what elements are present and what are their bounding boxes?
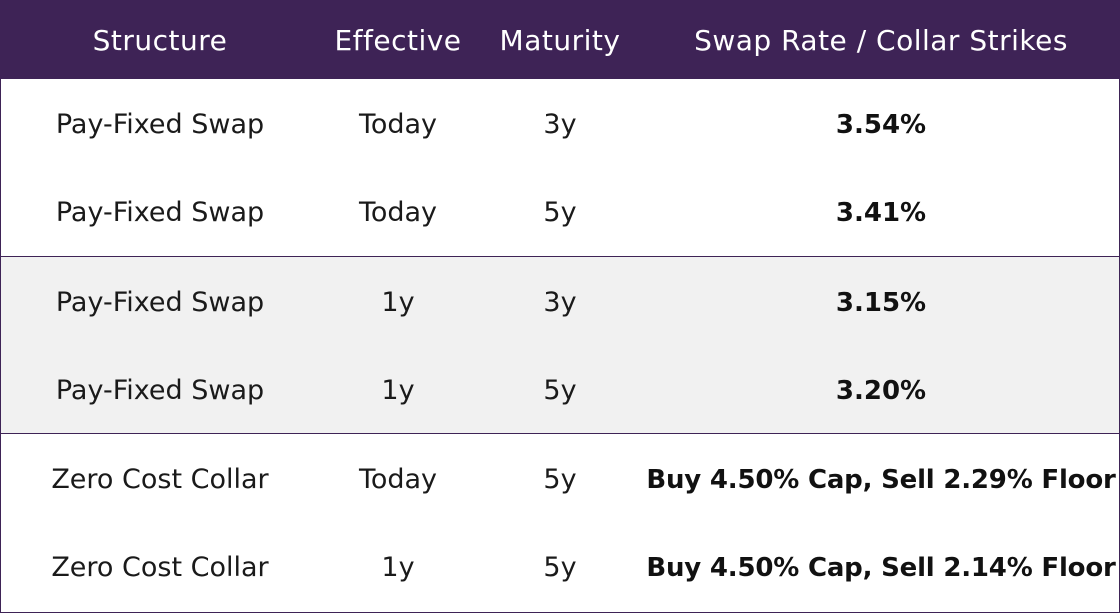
header-effective: Effective: [334, 24, 462, 57]
table-row: Zero Cost Collar 1y 5y Buy 4.50% Cap, Se…: [1, 524, 1119, 612]
cell-rate: 3.54%: [835, 110, 927, 140]
table-row: Pay-Fixed Swap Today 3y 3.54%: [1, 81, 1119, 169]
table-row: Zero Cost Collar Today 5y Buy 4.50% Cap,…: [1, 436, 1119, 524]
row-group-collars: Zero Cost Collar Today 5y Buy 4.50% Cap,…: [1, 434, 1119, 612]
cell-maturity: 3y: [543, 109, 577, 140]
cell-rate: Buy 4.50% Cap, Sell 2.14% Floor: [646, 553, 1116, 583]
cell-structure: Zero Cost Collar: [51, 552, 269, 583]
cell-maturity: 5y: [543, 197, 577, 228]
cell-effective: Today: [358, 109, 438, 140]
cell-maturity: 5y: [543, 375, 577, 406]
cell-maturity: 5y: [543, 552, 577, 583]
row-group-today-swaps: Pay-Fixed Swap Today 3y 3.54% Pay-Fixed …: [1, 79, 1119, 256]
cell-structure: Pay-Fixed Swap: [55, 197, 265, 228]
cell-maturity: 5y: [543, 464, 577, 495]
table-row: Pay-Fixed Swap 1y 5y 3.20%: [1, 347, 1119, 435]
cell-rate: 3.15%: [835, 288, 927, 318]
cell-effective: 1y: [381, 287, 415, 318]
cell-rate: 3.41%: [835, 198, 927, 228]
table-row: Pay-Fixed Swap Today 5y 3.41%: [1, 169, 1119, 257]
cell-effective: 1y: [381, 552, 415, 583]
table-header: Structure Effective Maturity Swap Rate /…: [1, 1, 1119, 79]
row-group-forward-swaps: Pay-Fixed Swap 1y 3y 3.15% Pay-Fixed Swa…: [1, 256, 1119, 434]
cell-effective: 1y: [381, 375, 415, 406]
header-structure: Structure: [92, 24, 228, 57]
cell-rate: 3.20%: [835, 376, 927, 406]
header-swap-rate-collar-strikes: Swap Rate / Collar Strikes: [694, 24, 1068, 57]
header-maturity: Maturity: [499, 24, 621, 57]
cell-effective: Today: [358, 464, 438, 495]
cell-structure: Pay-Fixed Swap: [55, 287, 265, 318]
cell-structure: Zero Cost Collar: [51, 464, 269, 495]
cell-structure: Pay-Fixed Swap: [55, 375, 265, 406]
cell-rate: Buy 4.50% Cap, Sell 2.29% Floor: [646, 465, 1116, 495]
cell-effective: Today: [358, 197, 438, 228]
cell-structure: Pay-Fixed Swap: [55, 109, 265, 140]
cell-maturity: 3y: [543, 287, 577, 318]
table-row: Pay-Fixed Swap 1y 3y 3.15%: [1, 259, 1119, 347]
